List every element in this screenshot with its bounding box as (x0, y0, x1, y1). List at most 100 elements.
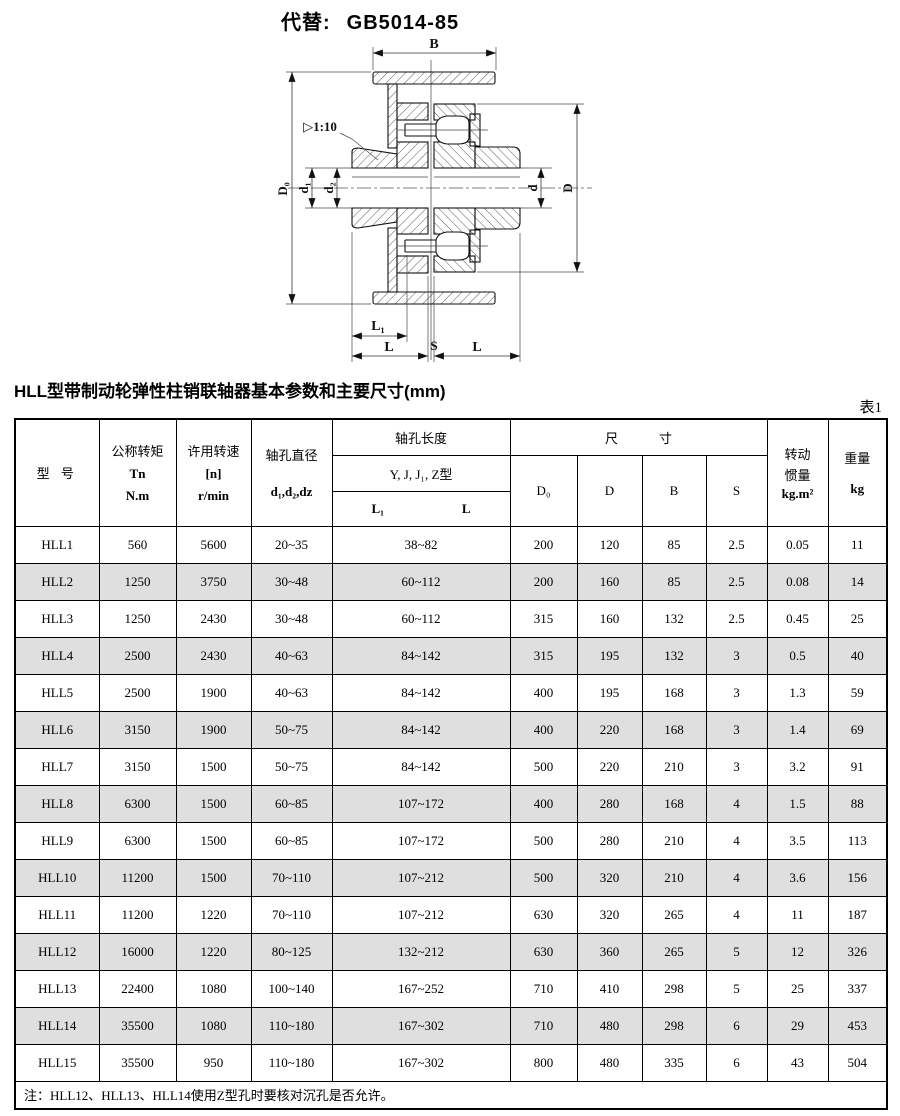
cell-model: HLL10 (14, 858, 100, 897)
table-title: HLL型带制动轮弹性柱销联轴器基本参数和主要尺寸(mm) (14, 382, 446, 401)
dim-label-B: B (429, 37, 438, 52)
cell-inertia: 12 (766, 932, 829, 971)
cell-B: 265 (641, 895, 707, 934)
cell-model: HLL6 (14, 710, 100, 749)
cell-model: HLL5 (14, 673, 100, 712)
brake-wheel (372, 71, 496, 305)
header-torque: 公称转矩 Tn N.m (98, 418, 177, 527)
dim-label-D: D (560, 183, 575, 192)
header-model: 型 号 (14, 418, 100, 527)
cell-inertia: 29 (766, 1006, 829, 1045)
cell-D0: 400 (509, 784, 578, 823)
cell-torque: 3150 (98, 710, 177, 749)
cell-D: 195 (576, 636, 643, 675)
table-row: HLL5 2500 1900 40~63 84~142 400 195 168 … (14, 673, 888, 712)
cell-inertia: 1.4 (766, 710, 829, 749)
header-speed-sym: [n] (205, 466, 222, 482)
cell-speed: 1500 (175, 821, 252, 860)
cell-inertia: 1.3 (766, 673, 829, 712)
table-header: 型 号 公称转矩 Tn N.m 许用转速 [n] r/min (14, 418, 888, 527)
cell-speed: 3750 (175, 562, 252, 601)
cell-torque: 11200 (98, 895, 177, 934)
header-L1: L₁ (371, 500, 385, 516)
cell-D0: 500 (509, 858, 578, 897)
cell-S: 4 (705, 895, 768, 934)
dimension-D: D (477, 103, 584, 273)
cell-speed: 1080 (175, 969, 252, 1008)
cell-B: 298 (641, 1006, 707, 1045)
table-row: HLL4 2500 2430 40~63 84~142 315 195 132 … (14, 636, 888, 675)
table-row: HLL11 11200 1220 70~110 107~212 630 320 … (14, 895, 888, 934)
cell-torque: 1250 (98, 562, 177, 601)
table-tag: 表1 (859, 400, 882, 416)
cell-torque: 3150 (98, 747, 177, 786)
cell-speed: 5600 (175, 525, 252, 564)
cell-torque: 11200 (98, 858, 177, 897)
dim-label-L-left: L (384, 340, 393, 355)
cell-D: 410 (576, 969, 643, 1008)
cell-S: 4 (705, 784, 768, 823)
cell-weight: 156 (827, 858, 888, 897)
cell-speed: 2430 (175, 636, 252, 675)
cell-bore-length: 167~302 (331, 1006, 511, 1045)
cell-D: 480 (576, 1006, 643, 1045)
cell-weight: 91 (827, 747, 888, 786)
dimension-d2: d₂ (321, 168, 341, 208)
cell-bore-length: 167~252 (331, 969, 511, 1008)
cell-bore-diameter: 30~48 (250, 562, 333, 601)
cell-D: 160 (576, 562, 643, 601)
cell-speed: 1220 (175, 895, 252, 934)
cell-S: 6 (705, 1006, 768, 1045)
cell-inertia: 0.08 (766, 562, 829, 601)
cell-bore-length: 107~172 (331, 784, 511, 823)
cell-speed: 1500 (175, 747, 252, 786)
cell-speed: 1500 (175, 858, 252, 897)
cell-D: 195 (576, 673, 643, 712)
cell-S: 2.5 (705, 525, 768, 564)
cell-B: 210 (641, 821, 707, 860)
dim-label-D0: D₀ (275, 182, 290, 195)
header-weight-cn: 重量 (844, 451, 871, 467)
cell-torque: 2500 (98, 636, 177, 675)
table-row: HLL1 560 5600 20~35 38~82 200 120 85 2.5… (14, 525, 888, 564)
header-col-D: D (576, 454, 643, 527)
cell-S: 4 (705, 821, 768, 860)
taper-note: ▷1:10 (303, 119, 337, 134)
cell-torque: 6300 (98, 784, 177, 823)
cell-model: HLL11 (14, 895, 100, 934)
cell-D0: 710 (509, 1006, 578, 1045)
cell-B: 168 (641, 784, 707, 823)
left-flange (396, 102, 429, 274)
cell-D0: 200 (509, 562, 578, 601)
cell-model: HLL12 (14, 932, 100, 971)
cell-D0: 800 (509, 1043, 578, 1082)
cell-bore-length: 60~112 (331, 599, 511, 638)
cell-inertia: 1.5 (766, 784, 829, 823)
cell-D0: 500 (509, 821, 578, 860)
cell-S: 5 (705, 969, 768, 1008)
cell-speed: 2430 (175, 599, 252, 638)
cell-bore-length: 132~212 (331, 932, 511, 971)
table-row: HLL15 35500 950 110~180 167~302 800 480 … (14, 1043, 888, 1082)
cell-bore-length: 60~112 (331, 562, 511, 601)
cell-speed: 1220 (175, 932, 252, 971)
cell-weight: 187 (827, 895, 888, 934)
cell-S: 5 (705, 932, 768, 971)
cell-D0: 500 (509, 747, 578, 786)
cell-torque: 6300 (98, 821, 177, 860)
cell-bore-diameter: 40~63 (250, 636, 333, 675)
cell-weight: 25 (827, 599, 888, 638)
cell-speed: 1900 (175, 710, 252, 749)
cell-torque: 16000 (98, 932, 177, 971)
header-bore-diameter: 轴孔直径 d₁,d₂,dz (250, 418, 333, 527)
dim-label-L-right: L (472, 340, 481, 355)
header-bore-dia-sym: d₁,d₂,dz (270, 484, 313, 500)
right-hub (474, 146, 521, 230)
dim-label-S: S (430, 338, 437, 353)
cell-model: HLL7 (14, 747, 100, 786)
cell-D: 280 (576, 784, 643, 823)
cell-bore-length: 107~172 (331, 821, 511, 860)
cell-inertia: 43 (766, 1043, 829, 1082)
cell-inertia: 3.6 (766, 858, 829, 897)
cell-model: HLL2 (14, 562, 100, 601)
